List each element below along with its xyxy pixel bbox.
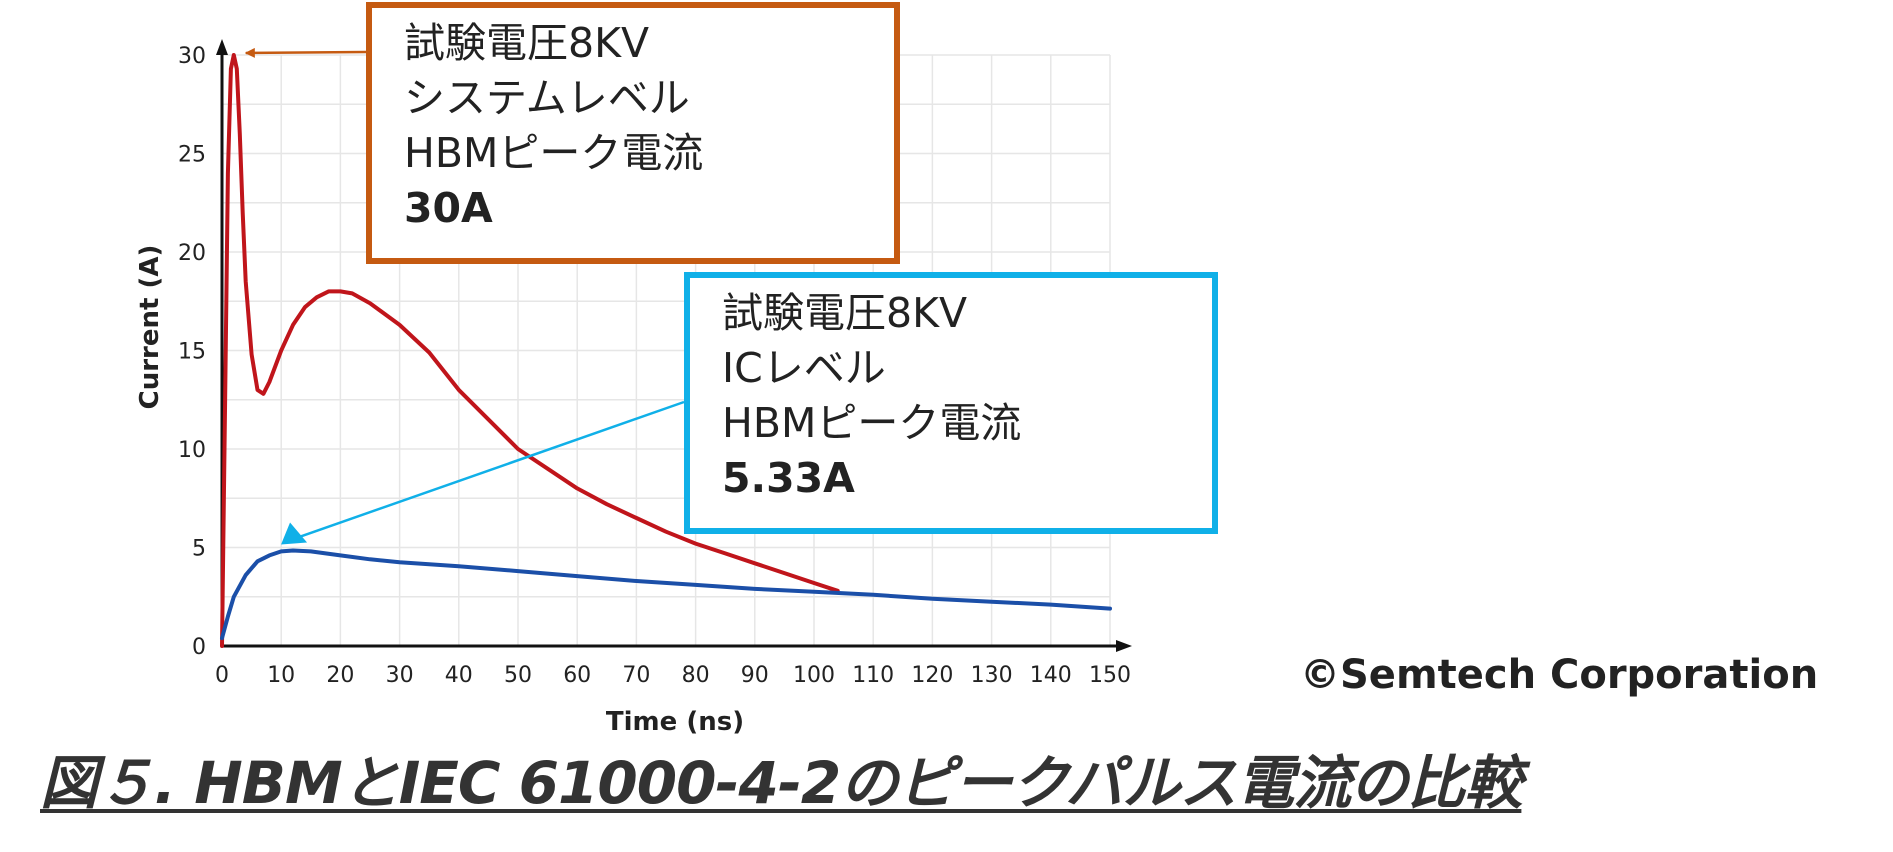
ic-level-callout: 試験電圧8KV ICレベル HBMピーク電流 5.33A (684, 272, 1218, 534)
y-tick-label: 5 (192, 537, 206, 562)
y-tick-label: 25 (178, 143, 206, 168)
x-tick-label: 130 (971, 663, 1013, 688)
x-tick-label: 20 (326, 663, 354, 688)
x-tick-label: 110 (852, 663, 894, 688)
y-axis-arrowhead (216, 39, 228, 55)
y-axis-label: Current (A) (135, 245, 165, 410)
callout-level: システムレベル (404, 74, 690, 122)
x-tick-label: 50 (504, 663, 532, 688)
callout-arrows (244, 47, 685, 545)
ic-callout-arrowhead (281, 522, 308, 545)
callout-peak-value: 5.33A (722, 454, 855, 502)
x-tick-label: 10 (267, 663, 295, 688)
system-level-current-line (220, 53, 840, 648)
x-tick-label: 70 (622, 663, 650, 688)
system-callout-arrow (244, 47, 367, 58)
x-tick-label: 150 (1089, 663, 1131, 688)
system-level-callout: 試験電圧8KV システムレベル HBMピーク電流 30A (366, 2, 900, 264)
x-axis-label: Time (ns) (606, 707, 744, 737)
x-tick-label: 120 (911, 663, 953, 688)
x-tick-label: 40 (445, 663, 473, 688)
x-axis-arrowhead (1116, 640, 1132, 652)
x-tick-label: 100 (793, 663, 835, 688)
tick-labels: 0 10 20 30 40 50 60 70 80 90 100 110 120 130 140 150 0 5 1… (178, 44, 1131, 688)
figure-caption: 図５. HBMとIEC 61000-4-2のピークパルス電流の比較 (40, 749, 1522, 817)
x-tick-label: 30 (386, 663, 414, 688)
x-tick-label: 0 (215, 663, 229, 688)
callout-peak-value: 30A (404, 184, 493, 232)
y-tick-label: 20 (178, 241, 206, 266)
ic-callout-arrow (294, 400, 685, 540)
callout-level: ICレベル (722, 344, 886, 392)
y-tick-label: 15 (178, 340, 206, 365)
x-tick-label: 140 (1030, 663, 1072, 688)
callout-test-voltage: 試験電圧8KV (722, 289, 968, 337)
callout-test-voltage: 試験電圧8KV (404, 19, 650, 67)
ic-level-current-line (220, 548, 1112, 641)
series-lines (220, 53, 1112, 648)
y-tick-label: 0 (192, 635, 206, 660)
callout-peak-label: HBMピーク電流 (404, 129, 704, 177)
x-tick-label: 90 (741, 663, 769, 688)
x-tick-label: 80 (682, 663, 710, 688)
y-tick-label: 30 (178, 44, 206, 69)
y-tick-label: 10 (178, 438, 206, 463)
copyright-notice: ©Semtech Corporation (1300, 652, 1819, 698)
callout-peak-label: HBMピーク電流 (722, 399, 1022, 447)
x-tick-label: 60 (563, 663, 591, 688)
